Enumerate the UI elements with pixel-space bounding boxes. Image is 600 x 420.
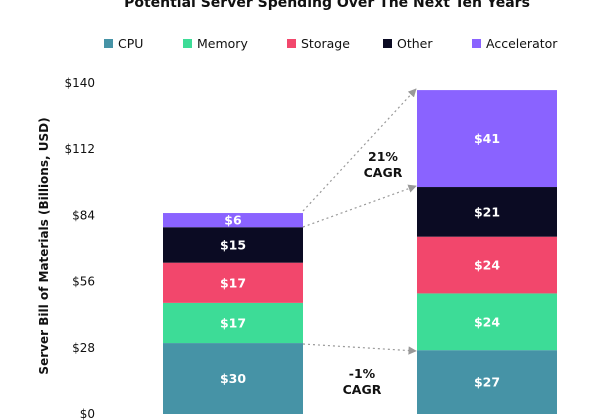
legend-item-memory: Memory <box>183 36 248 51</box>
bar-segment-memory <box>163 302 303 344</box>
bar-value-label: $27 <box>474 375 500 390</box>
legend-label: Other <box>397 36 433 51</box>
trend-arrow <box>302 184 417 228</box>
bar-stack-1: $30 $17 $17 $15 $6 <box>163 213 303 414</box>
legend-label: CPU <box>118 36 143 51</box>
legend-swatch <box>287 39 296 48</box>
y-tick-label: $140 <box>64 76 95 90</box>
bar-value-label: $17 <box>220 275 246 290</box>
bar-value-label: $6 <box>224 213 242 228</box>
y-tick-label: $0 <box>80 407 95 420</box>
bar-stack-2: $27 $24 $24 $21 $41 <box>417 90 557 414</box>
legend-swatch <box>104 39 113 48</box>
bar-segment-storage <box>417 236 557 294</box>
cagr-annotation: 21% CAGR <box>364 149 403 180</box>
bar-segment-memory <box>417 293 557 351</box>
bar-value-label: $15 <box>220 237 246 252</box>
legend-item-cpu: CPU <box>104 36 143 51</box>
bar-segment-other <box>417 187 557 237</box>
legend-label: Storage <box>301 36 350 51</box>
y-tick-label: $28 <box>72 341 95 355</box>
bar-segment-cpu <box>417 350 557 414</box>
y-tick-label: $84 <box>72 208 95 222</box>
legend-item-other: Other <box>383 36 433 51</box>
bar-value-label: $24 <box>474 314 500 329</box>
bar-value-label: $30 <box>220 371 246 386</box>
legend-label: Memory <box>197 36 248 51</box>
bar-value-label: $17 <box>220 315 246 330</box>
cagr-annotation: -1% CAGR <box>343 366 382 397</box>
bar-value-label: $24 <box>474 258 500 273</box>
bar-segment-accelerator <box>163 213 303 228</box>
legend-swatch <box>183 39 192 48</box>
legend-item-storage: Storage <box>287 36 350 51</box>
y-tick-label: $56 <box>72 275 95 289</box>
legend-swatch <box>472 39 481 48</box>
y-axis: $0 $28 $56 $84 $112 $140 <box>64 76 95 420</box>
cagr-annotations: 21% CAGR -1% CAGR <box>302 88 417 397</box>
bar-segment-accelerator <box>417 90 557 188</box>
y-axis-label: Server Bill of Materials (Billions, USD) <box>37 117 51 374</box>
bar-value-label: $21 <box>474 204 500 219</box>
legend-label: Accelerator <box>486 36 558 51</box>
bar-segment-cpu <box>163 343 303 414</box>
bar-value-label: $41 <box>474 131 500 146</box>
legend-swatch <box>383 39 392 48</box>
y-tick-label: $112 <box>64 142 95 156</box>
legend: CPU Memory Storage Other Accelerator <box>104 36 558 51</box>
bar-segment-other <box>163 227 303 263</box>
bars: $30 $17 $17 $15 $6 $27 $24 $24 $21 $41 <box>163 90 557 414</box>
legend-item-accelerator: Accelerator <box>472 36 558 51</box>
bar-segment-storage <box>163 262 303 303</box>
chart-title: Potential Server Spending Over The Next … <box>124 0 530 11</box>
trend-arrow <box>302 343 417 355</box>
